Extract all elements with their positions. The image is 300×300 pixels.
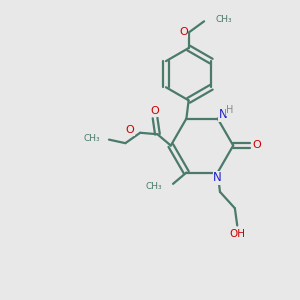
Text: CH₃: CH₃ xyxy=(145,182,162,191)
Text: O: O xyxy=(179,27,188,37)
Text: CH₃: CH₃ xyxy=(83,134,100,142)
Text: O: O xyxy=(150,106,159,116)
Text: N: N xyxy=(219,108,227,122)
Text: O: O xyxy=(253,140,261,150)
Text: OH: OH xyxy=(230,229,246,239)
Text: O: O xyxy=(125,125,134,135)
Text: CH₃: CH₃ xyxy=(215,15,232,24)
Text: N: N xyxy=(213,171,222,184)
Text: H: H xyxy=(226,105,234,115)
